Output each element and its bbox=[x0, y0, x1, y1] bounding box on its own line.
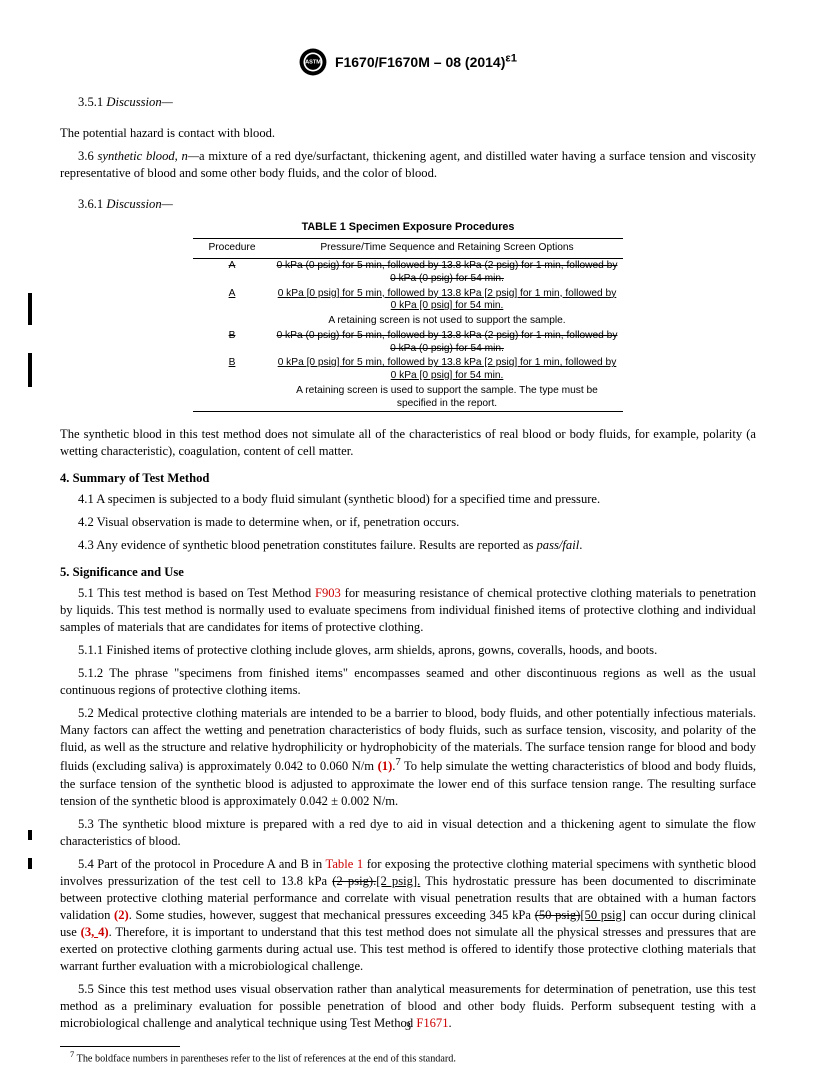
table-cell-procedure bbox=[193, 384, 271, 412]
para-5-3: 5.3 The synthetic blood mixture is prepa… bbox=[60, 816, 756, 850]
footnote-7: 7 The boldface numbers in parentheses re… bbox=[60, 1049, 756, 1066]
table-cell-procedure bbox=[193, 314, 271, 329]
table-cell-sequence: 0 kPa [0 psig] for 5 min, followed by 13… bbox=[271, 356, 623, 384]
table-col-procedure: Procedure bbox=[193, 239, 271, 259]
para-5-2: 5.2 Medical protective clothing material… bbox=[60, 705, 756, 809]
ref-3[interactable]: (3 bbox=[81, 925, 92, 939]
designation: F1670/F1670M – 08 (2014)ε1 bbox=[335, 54, 517, 70]
ref-4[interactable]: 4) bbox=[98, 925, 109, 939]
change-bar bbox=[28, 830, 32, 840]
change-bar bbox=[28, 858, 32, 869]
table-cell-sequence: 0 kPa [0 psig] for 5 min, followed by 13… bbox=[271, 287, 623, 315]
table-row: A retaining screen is used to support th… bbox=[193, 384, 623, 412]
para-5-1-1: 5.1.1 Finished items of protective cloth… bbox=[60, 642, 756, 659]
table-cell-sequence: 0 kPa (0 psig) for 5 min, followed by 13… bbox=[271, 329, 623, 357]
para-3-5-1: 3.5.1 Discussion— bbox=[60, 94, 756, 111]
table-cell-procedure: B bbox=[193, 329, 271, 357]
page: ASTM F1670/F1670M – 08 (2014)ε1 3.5.1 Di… bbox=[0, 0, 816, 1056]
table-row: B0 kPa [0 psig] for 5 min, followed by 1… bbox=[193, 356, 623, 384]
link-f903[interactable]: F903 bbox=[315, 586, 341, 600]
ref-1[interactable]: (1) bbox=[378, 760, 393, 774]
table-cell-sequence: 0 kPa (0 psig) for 5 min, followed by 13… bbox=[271, 259, 623, 287]
ref-2[interactable]: (2) bbox=[114, 908, 129, 922]
table-cell-procedure: A bbox=[193, 287, 271, 315]
para-4-2: 4.2 Visual observation is made to determ… bbox=[60, 514, 756, 531]
para-3-6-1: 3.6.1 Discussion— bbox=[60, 196, 756, 213]
table-cell-sequence: A retaining screen is not used to suppor… bbox=[271, 314, 623, 329]
table-col-sequence: Pressure/Time Sequence and Retaining Scr… bbox=[271, 239, 623, 259]
footnote-rule bbox=[60, 1046, 180, 1047]
para-4-1: 4.1 A specimen is subjected to a body fl… bbox=[60, 491, 756, 508]
svg-text:ASTM: ASTM bbox=[305, 60, 321, 66]
astm-logo: ASTM bbox=[299, 48, 327, 76]
change-bar bbox=[28, 353, 32, 387]
doc-header: ASTM F1670/F1670M – 08 (2014)ε1 bbox=[60, 48, 756, 76]
heading-4: 4. Summary of Test Method bbox=[60, 470, 756, 487]
table-cell-sequence: A retaining screen is used to support th… bbox=[271, 384, 623, 412]
para-4-3: 4.3 Any evidence of synthetic blood pene… bbox=[60, 537, 756, 554]
page-number: 3 bbox=[0, 1018, 816, 1034]
table-row: A0 kPa (0 psig) for 5 min, followed by 1… bbox=[193, 259, 623, 287]
para-synth-after: The synthetic blood in this test method … bbox=[60, 426, 756, 460]
link-table-1[interactable]: Table 1 bbox=[326, 857, 364, 871]
table-row: A0 kPa [0 psig] for 5 min, followed by 1… bbox=[193, 287, 623, 315]
para-5-1: 5.1 This test method is based on Test Me… bbox=[60, 585, 756, 636]
para-5-4: 5.4 Part of the protocol in Procedure A … bbox=[60, 856, 756, 975]
para-3-6: 3.6 synthetic blood, n—a mixture of a re… bbox=[60, 148, 756, 182]
table-row: A retaining screen is not used to suppor… bbox=[193, 314, 623, 329]
table-cell-procedure: A bbox=[193, 259, 271, 287]
table-cell-procedure: B bbox=[193, 356, 271, 384]
para-hazard: The potential hazard is contact with blo… bbox=[60, 125, 756, 142]
table-title: TABLE 1 Specimen Exposure Procedures bbox=[193, 221, 623, 234]
change-bar bbox=[28, 293, 32, 325]
para-5-1-2: 5.1.2 The phrase "specimens from finishe… bbox=[60, 665, 756, 699]
heading-5: 5. Significance and Use bbox=[60, 564, 756, 581]
table-row: B0 kPa (0 psig) for 5 min, followed by 1… bbox=[193, 329, 623, 357]
table-1: TABLE 1 Specimen Exposure Procedures Pro… bbox=[193, 221, 623, 412]
